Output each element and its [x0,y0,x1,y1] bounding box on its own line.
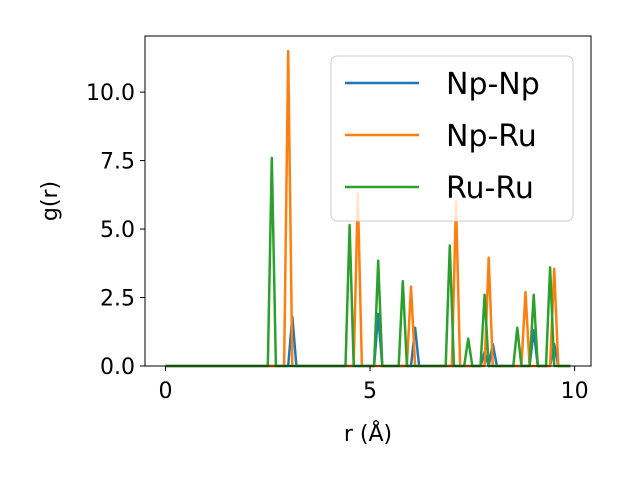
y-tick-label: 7.5 [100,150,135,175]
y-axis: 0.0 2.5 5.0 7.5 10.0 [86,81,145,380]
legend-label: Np-Ru [446,119,537,154]
legend-label: Ru-Ru [446,171,534,206]
legend-label: Np-Np [446,67,540,102]
legend-box [330,55,574,222]
legend: Np-Np Np-Ru Ru-Ru [330,55,574,222]
plot-frame [144,35,592,367]
x-tick-label: 0 [158,379,172,404]
y-tick-label: 2.5 [100,287,135,312]
x-tick-label: 5 [363,379,377,404]
y-tick-label: 5.0 [100,218,135,243]
y-tick-label: 10.0 [86,81,135,106]
y-tick-label: 0.0 [100,355,135,380]
x-axis-title: r (Å) [344,420,392,447]
series-line-np-np [165,312,571,368]
x-tick-label: 10 [561,379,589,404]
y-axis-title: g(r) [38,181,63,221]
x-axis: 0 5 10 [158,366,589,404]
